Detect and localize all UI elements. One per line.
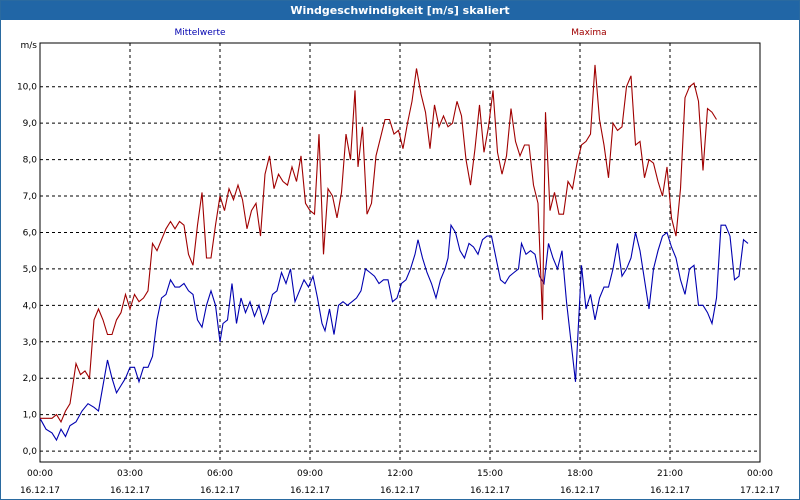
x-tick-date: 16.12.17 bbox=[20, 486, 60, 496]
y-tick-label: 9,0 bbox=[23, 119, 38, 129]
x-tick-time: 00:00 bbox=[27, 469, 53, 479]
x-tick-time: 09:00 bbox=[297, 469, 323, 479]
x-tick-time: 12:00 bbox=[387, 469, 413, 479]
x-tick-date: 16.12.17 bbox=[560, 486, 600, 496]
x-tick-time: 06:00 bbox=[207, 469, 233, 479]
y-tick-label: 6,0 bbox=[23, 228, 38, 238]
y-tick-label: 1,0 bbox=[23, 411, 38, 421]
y-tick-label: 4,0 bbox=[23, 301, 38, 311]
x-tick-date: 16.12.17 bbox=[290, 486, 330, 496]
x-tick-time: 03:00 bbox=[117, 469, 143, 479]
y-axis-label: m/s bbox=[21, 41, 38, 51]
x-tick-time: 15:00 bbox=[477, 469, 503, 479]
x-tick-date: 16.12.17 bbox=[110, 486, 150, 496]
y-tick-label: 0,0 bbox=[23, 447, 38, 457]
x-tick-date: 16.12.17 bbox=[470, 486, 510, 496]
x-tick-time: 21:00 bbox=[657, 469, 683, 479]
x-tick-time: 18:00 bbox=[567, 469, 593, 479]
x-tick-date: 16.12.17 bbox=[380, 486, 420, 496]
x-tick-date: 17.12.17 bbox=[740, 486, 780, 496]
legend-label-mittelwerte: Mittelwerte bbox=[174, 28, 225, 38]
y-tick-label: 10,0 bbox=[17, 83, 37, 93]
x-tick-date: 16.12.17 bbox=[200, 486, 240, 496]
legend-label-maxima: Maxima bbox=[571, 28, 606, 38]
y-tick-label: 5,0 bbox=[23, 265, 38, 275]
y-tick-label: 2,0 bbox=[23, 374, 38, 384]
x-tick-time: 00:00 bbox=[747, 469, 773, 479]
series-line-maxima bbox=[40, 64, 717, 424]
y-tick-label: 8,0 bbox=[23, 156, 38, 166]
y-tick-label: 7,0 bbox=[23, 192, 38, 202]
window-title: Windgeschwindigkeit [m/s] skaliert bbox=[1, 1, 799, 20]
series-line-mittelwerte bbox=[39, 223, 749, 442]
y-tick-label: 3,0 bbox=[23, 338, 38, 348]
x-tick-date: 16.12.17 bbox=[650, 486, 690, 496]
